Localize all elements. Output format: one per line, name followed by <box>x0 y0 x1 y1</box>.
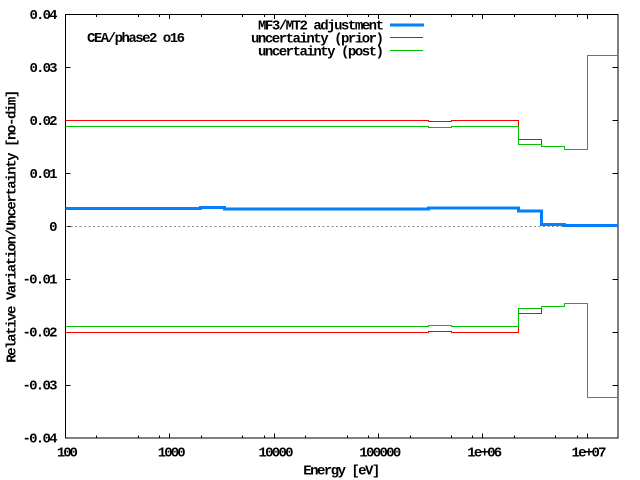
svg-text:-0.01: -0.01 <box>23 273 58 289</box>
svg-text:10000: 10000 <box>259 446 294 462</box>
svg-text:100000: 100000 <box>359 446 401 462</box>
svg-text:0.02: 0.02 <box>30 114 58 130</box>
svg-text:1000: 1000 <box>158 446 186 462</box>
svg-text:CEA/phase2 o16: CEA/phase2 o16 <box>87 31 185 47</box>
svg-text:-0.03: -0.03 <box>23 379 58 395</box>
svg-text:-0.02: -0.02 <box>23 326 58 342</box>
svg-text:1e+06: 1e+06 <box>467 446 502 462</box>
svg-text:Energy [eV]: Energy [eV] <box>303 464 380 480</box>
svg-text:100: 100 <box>57 446 78 462</box>
svg-text:-0.04: -0.04 <box>23 432 58 448</box>
svg-text:uncertainty (prior): uncertainty (prior) <box>251 32 384 48</box>
svg-text:0.03: 0.03 <box>30 61 58 77</box>
svg-text:Relative Variation/Uncertainty: Relative Variation/Uncertainty [no-dim] <box>5 90 21 363</box>
svg-text:0.04: 0.04 <box>30 8 58 24</box>
svg-text:1e+07: 1e+07 <box>572 446 607 462</box>
svg-text:0.01: 0.01 <box>30 167 58 183</box>
svg-text:uncertainty (post): uncertainty (post) <box>258 45 384 61</box>
svg-text:MF3/MT2 adjustment: MF3/MT2 adjustment <box>258 19 384 35</box>
svg-text:0: 0 <box>49 220 57 236</box>
